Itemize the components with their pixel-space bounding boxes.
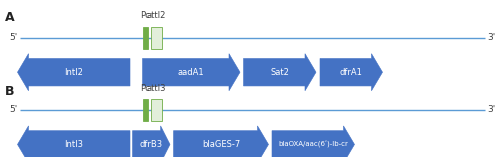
Text: 3': 3' bbox=[488, 33, 496, 42]
Text: B: B bbox=[5, 85, 15, 98]
Polygon shape bbox=[142, 54, 240, 91]
Text: A: A bbox=[5, 11, 15, 24]
Text: aadA1: aadA1 bbox=[178, 68, 204, 77]
Text: Sat2: Sat2 bbox=[270, 68, 289, 77]
Text: IntI2: IntI2 bbox=[64, 68, 83, 77]
Text: 5': 5' bbox=[9, 105, 18, 114]
Text: attI2: attI2 bbox=[147, 11, 166, 20]
Text: Pc: Pc bbox=[140, 11, 150, 20]
Bar bbox=[142, 27, 148, 49]
Polygon shape bbox=[272, 126, 354, 157]
Text: dfrB3: dfrB3 bbox=[140, 140, 163, 149]
Text: dfrA1: dfrA1 bbox=[340, 68, 362, 77]
Bar bbox=[151, 99, 162, 121]
Text: 3': 3' bbox=[488, 105, 496, 114]
Polygon shape bbox=[244, 54, 316, 91]
Polygon shape bbox=[18, 54, 130, 91]
Text: attI3: attI3 bbox=[147, 84, 166, 93]
Bar bbox=[151, 27, 162, 49]
Bar bbox=[142, 99, 148, 121]
Polygon shape bbox=[320, 54, 382, 91]
Polygon shape bbox=[174, 126, 268, 157]
Polygon shape bbox=[18, 126, 130, 157]
Text: blaOXA/aac(6ʹ)-Ib-cr: blaOXA/aac(6ʹ)-Ib-cr bbox=[278, 141, 348, 148]
Text: 5': 5' bbox=[9, 33, 18, 42]
Text: IntI3: IntI3 bbox=[64, 140, 84, 149]
Polygon shape bbox=[132, 126, 170, 157]
Text: Pc: Pc bbox=[140, 84, 150, 93]
Text: blaGES-7: blaGES-7 bbox=[202, 140, 240, 149]
